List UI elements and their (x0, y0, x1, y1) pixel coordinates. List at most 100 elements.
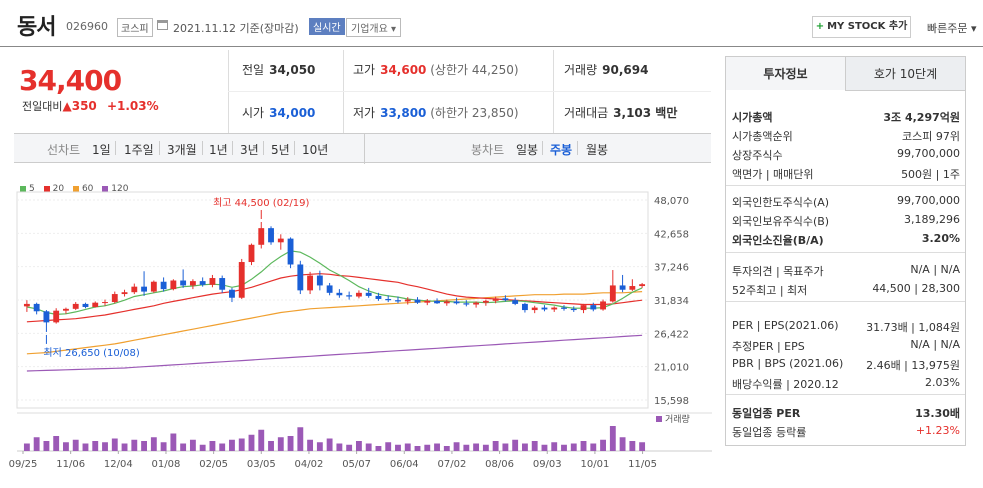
realtime-button[interactable]: 실시간 (309, 18, 345, 35)
candle-weekly[interactable]: 주봉 (550, 143, 573, 157)
volume-bar (170, 433, 177, 451)
info-separator (726, 394, 965, 395)
toolbar-sep (577, 141, 578, 155)
candlestick-chart[interactable]: 48,070 42,658 37,246 31,834 26,422 21,010 15,5… (0, 163, 712, 488)
candle-body (316, 275, 323, 286)
info-row: 상장주식수 99,700,000 (732, 147, 960, 163)
candle-body (287, 238, 294, 265)
range-1y[interactable]: 1년 (209, 143, 228, 157)
tab-order-book[interactable]: 호가 10단계 (845, 57, 965, 91)
corp-info-dropdown[interactable]: 기업개요 ▾ (346, 18, 402, 37)
volume-bar (131, 439, 138, 451)
info-separator (726, 301, 965, 302)
candle-monthly[interactable]: 월봉 (586, 143, 609, 157)
price-change: 전일대비▲350 +1.03% (22, 98, 159, 114)
y-tick-label: 21,010 (654, 363, 689, 374)
toolbar-sep (159, 141, 160, 155)
amount-value: 3,103 백만 (613, 106, 678, 120)
tab-invest-info[interactable]: 투자정보 (726, 57, 845, 91)
candle-body (385, 298, 392, 301)
candle-daily[interactable]: 일봉 (516, 143, 539, 157)
volume-bar (492, 441, 499, 451)
volume-bar (326, 438, 333, 451)
line-chart-label: 선차트 (47, 143, 81, 157)
range-1w[interactable]: 1주일 (124, 143, 154, 157)
candle-body (355, 292, 362, 297)
candle-body (150, 281, 157, 292)
candle-body (92, 302, 99, 307)
range-10y[interactable]: 10년 (302, 143, 329, 157)
candle-body (639, 284, 646, 287)
info-value: 2.46배 | 13,975원 (866, 359, 960, 372)
info-panel: 투자정보 호가 10단계 시가총액 3조 4,297억원 시가총액순위 코스피 97위… (725, 56, 966, 446)
candle-body (121, 292, 128, 295)
ma-line-ma60 (26, 291, 643, 355)
volume-bar (92, 441, 99, 451)
legend-ma120: 120 (111, 184, 129, 194)
volume-bar (531, 441, 538, 451)
volume-bar (43, 441, 50, 451)
volume-bar (502, 443, 509, 451)
range-1d[interactable]: 1일 (92, 143, 111, 157)
stock-name: 동서 (17, 15, 56, 40)
volume-value: 90,694 (602, 63, 649, 77)
volume-bar (561, 444, 567, 451)
prev-label: 전일 (242, 63, 265, 77)
x-tick-label: 03/05 (247, 459, 276, 470)
candle-body (404, 299, 411, 302)
base-date: 2021.11.12 기준(장마감) (173, 22, 299, 35)
candle-body (453, 301, 460, 304)
x-tick-label: 07/02 (438, 459, 467, 470)
toolbar-sep (232, 141, 233, 155)
volume-bar (404, 443, 411, 451)
volume-bar (238, 438, 245, 451)
range-3m[interactable]: 3개월 (167, 143, 197, 157)
open-price: 시가 34,000 (242, 104, 315, 121)
candle-body (189, 281, 196, 286)
quick-order-link[interactable]: 빠른주문 ▾ (927, 20, 977, 36)
x-tick-label: 09/03 (533, 459, 562, 470)
candle-body (170, 280, 177, 290)
volume-bar (189, 439, 196, 451)
volume-bar (629, 441, 636, 451)
prev-close: 전일 34,050 (242, 61, 315, 78)
info-row: 투자의견 | 목표주가 N/A | N/A (732, 263, 960, 279)
volume-bar (297, 427, 304, 451)
range-5y[interactable]: 5년 (271, 143, 290, 157)
volume-bar (424, 444, 431, 451)
chevron-down-icon: ▾ (391, 24, 397, 35)
volume-bar (180, 443, 187, 451)
range-3y[interactable]: 3년 (240, 143, 259, 157)
legend-ma60: 60 (81, 184, 94, 194)
info-separator (726, 185, 965, 186)
divider (343, 50, 344, 134)
x-tick-label: 06/04 (390, 459, 419, 470)
info-value: N/A | N/A (910, 263, 960, 276)
plus-icon: + (815, 21, 825, 32)
info-key: 액면가 | 매매단위 (732, 168, 814, 181)
y-tick-label: 26,422 (654, 329, 689, 340)
row-divider (228, 91, 711, 92)
info-value: 44,500 | 28,300 (872, 282, 960, 295)
change-value: 350 (71, 99, 97, 113)
my-stock-add-button[interactable]: + MY STOCK 추가 (812, 16, 911, 38)
candle-body (238, 262, 245, 298)
info-value: +1.23% (915, 424, 960, 437)
volume-bar (160, 442, 167, 451)
candle-body (209, 278, 216, 285)
volume-legend-swatch (656, 416, 662, 422)
open-value: 34,000 (269, 106, 316, 120)
volume-bar (219, 443, 226, 451)
info-row: 외국인보유주식수(B) 3,189,296 (732, 213, 960, 229)
volume-bar (287, 436, 294, 451)
legend-swatch-ma20 (43, 185, 50, 192)
candle-body (82, 303, 89, 307)
toolbar-sep (263, 141, 264, 155)
info-key: 시가총액순위 (732, 130, 793, 143)
info-key: 동일업종 등락률 (732, 426, 807, 439)
volume-bar (385, 442, 392, 451)
volume-label: 거래량 (564, 63, 598, 77)
change-label: 전일대비 (22, 100, 63, 113)
volume-bar (63, 442, 69, 451)
volume-bar (434, 443, 440, 451)
